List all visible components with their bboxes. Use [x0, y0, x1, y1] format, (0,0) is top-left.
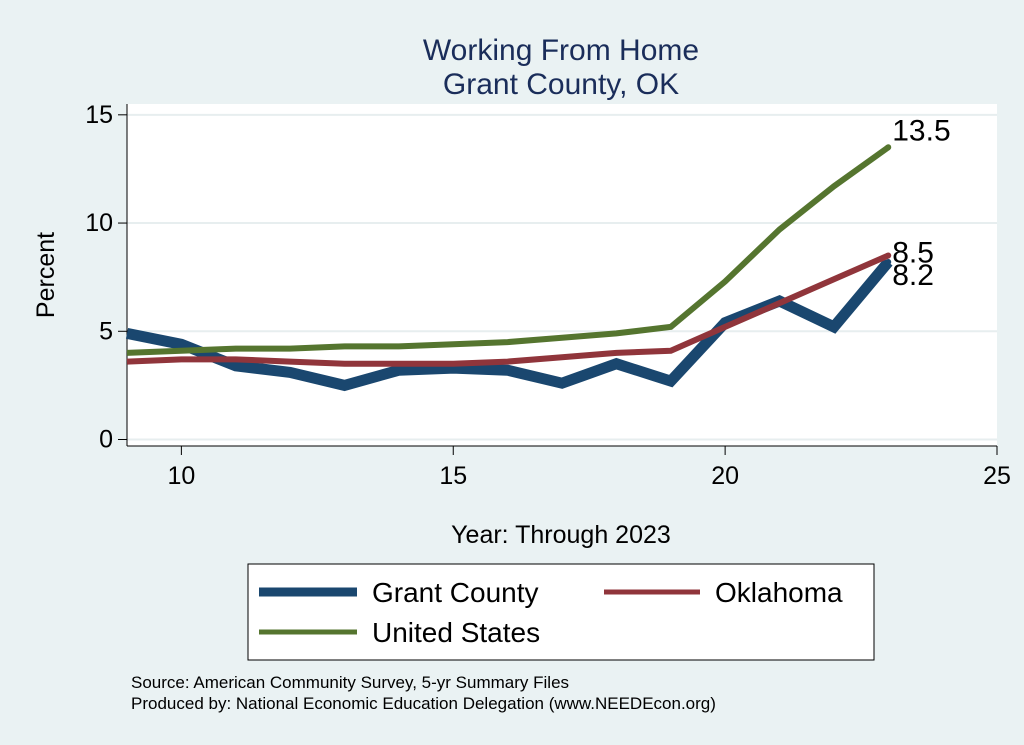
series-line-united-states: [126, 144, 891, 356]
chart-title-line-2: Grant County, OK: [443, 68, 679, 101]
chart-title-line-1: Working From Home: [423, 34, 699, 67]
source-note: Source: American Community Survey, 5-yr …: [131, 673, 569, 692]
y-axis-title: Percent: [32, 232, 60, 318]
series-end-point-oklahoma: [885, 252, 892, 259]
x-axis-title: Year: Through 2023: [451, 521, 671, 549]
x-tick-label-25: 25: [983, 462, 1011, 490]
legend-label-oklahoma: Oklahoma: [715, 577, 843, 608]
legend-box: [247, 563, 875, 661]
end-label-oklahoma: 8.5: [892, 237, 934, 270]
y-tick-label-5: 5: [99, 317, 113, 345]
end-label-grant-county: 8.2: [892, 259, 934, 292]
grid: [127, 113, 997, 441]
series-end-point-united-states: [885, 144, 892, 151]
produced-by-note: Produced by: National Economic Education…: [131, 694, 716, 713]
plot-area: [127, 104, 997, 446]
axes: 0 5 10 15 10 15 20 25: [85, 101, 1011, 490]
end-label-united-states: 13.5: [892, 114, 950, 147]
x-tick-label-15: 15: [439, 462, 467, 490]
series-layer: [125, 144, 893, 392]
legend-label-united-states: United States: [372, 617, 540, 648]
legend: Grant County Oklahoma United States: [247, 563, 875, 661]
end-labels: 8.28.5 13.5: [892, 114, 950, 292]
x-tick-label-10: 10: [167, 462, 195, 490]
y-tick-label-10: 10: [85, 209, 113, 237]
series-line-oklahoma: [126, 252, 890, 367]
y-tick-label-15: 15: [85, 101, 113, 129]
x-tick-label-20: 20: [711, 462, 739, 490]
series-end-point-grant-county: [885, 259, 892, 266]
y-tick-label-0: 0: [99, 426, 113, 454]
legend-label-grant-county: Grant County: [372, 577, 539, 608]
